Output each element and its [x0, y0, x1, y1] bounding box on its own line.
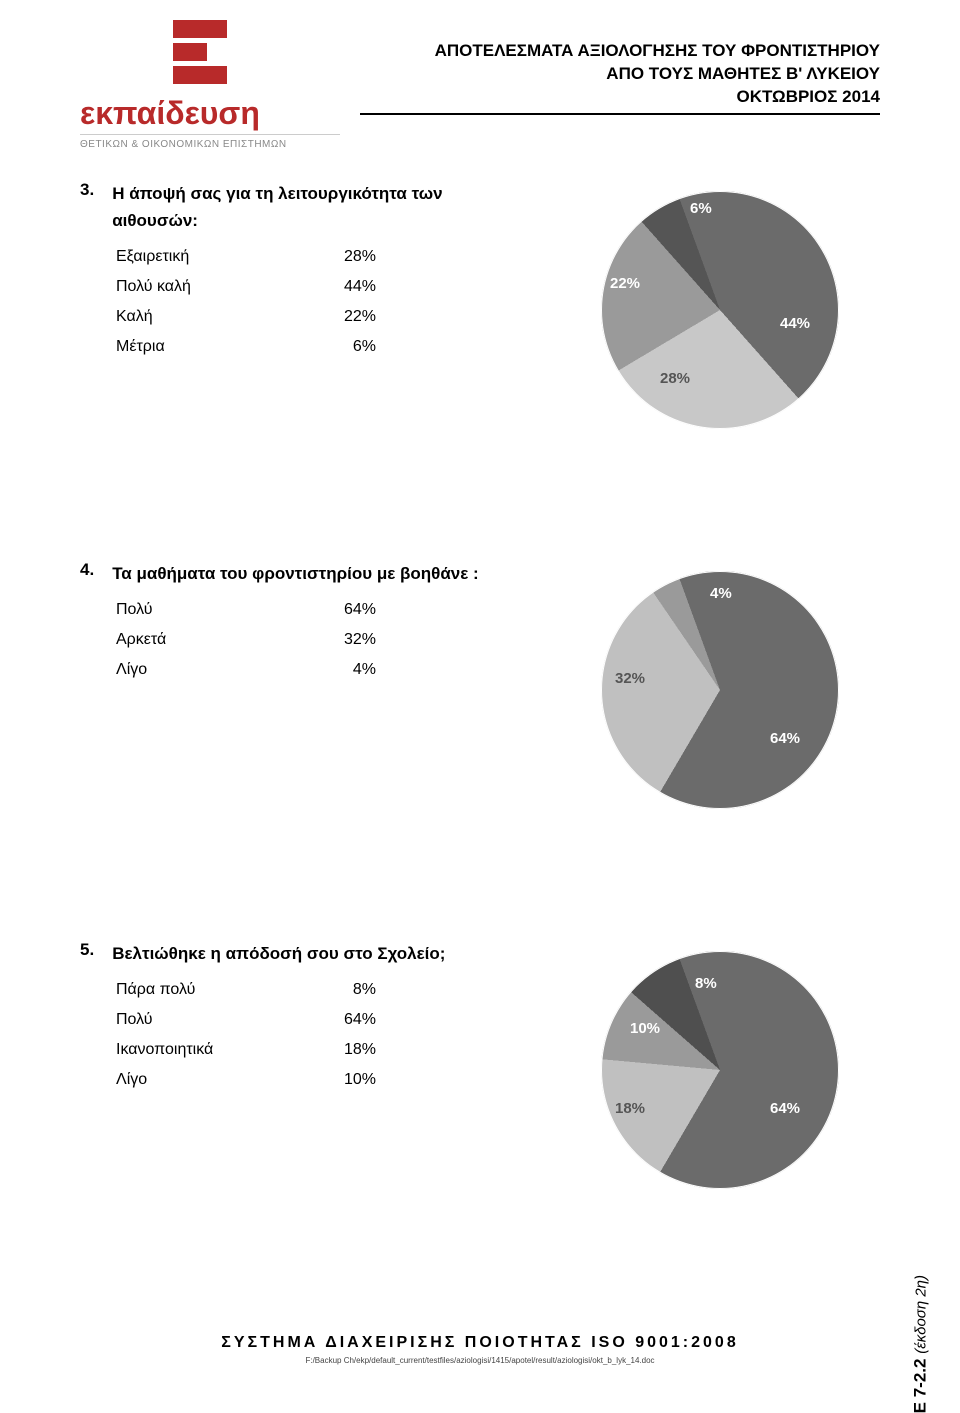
- page-title: ΑΠΟΤΕΛΕΣΜΑΤΑ ΑΞΙΟΛΟΓΗΣΗΣ ΤΟΥ ΦΡΟΝΤΙΣΤΗΡΙ…: [360, 40, 880, 115]
- footer-main: ΣΥΣΤΗΜΑ ΔΙΑΧΕΙΡΙΣΗΣ ΠΟΙΟΤΗΤΑΣ ISO 9001:2…: [0, 1334, 960, 1352]
- question-title: Βελτιώθηκε η απόδοσή σου στο Σχολείο;: [112, 940, 445, 967]
- logo-subtitle: ΘΕΤΙΚΩΝ & ΟΙΚΟΝΟΜΙΚΩΝ ΕΠΙΣΤΗΜΩΝ: [80, 134, 340, 150]
- pie-slice-label: 10%: [630, 1020, 660, 1037]
- pie-slice-label: 22%: [610, 275, 640, 292]
- question-number: 3.: [80, 180, 94, 200]
- option-label: Πολύ καλή: [116, 278, 191, 296]
- pie-slice-label: 32%: [615, 670, 645, 687]
- pie-slice-label: 6%: [690, 200, 712, 217]
- option-value: 10%: [344, 1071, 376, 1089]
- option-row: Πολύ 64%: [116, 1011, 376, 1029]
- footer: ΣΥΣΤΗΜΑ ΔΙΑΧΕΙΡΙΣΗΣ ΠΟΙΟΤΗΤΑΣ ISO 9001:2…: [0, 1334, 960, 1365]
- option-label: Ικανοποιητικά: [116, 1041, 213, 1059]
- logo-block: εκπαίδευση ΘΕΤΙΚΩΝ & ΟΙΚΟΝΟΜΙΚΩΝ ΕΠΙΣΤΗΜ…: [80, 20, 340, 150]
- question-title: Η άποψή σας για τη λειτουργικότητα των α…: [112, 180, 500, 234]
- option-label: Λίγο: [116, 1071, 147, 1089]
- pie-slice-label: 28%: [660, 370, 690, 387]
- option-value: 8%: [353, 981, 376, 999]
- question-section: 4. Τα μαθήματα του φροντιστηρίου με βοηθά…: [80, 560, 880, 820]
- option-value: 44%: [344, 278, 376, 296]
- question-number: 5.: [80, 940, 94, 960]
- pie-slice-label: 18%: [615, 1100, 645, 1117]
- option-row: Μέτρια 6%: [116, 338, 376, 356]
- option-value: 64%: [344, 601, 376, 619]
- question-number: 4.: [80, 560, 94, 580]
- logo-bar-icon: [173, 20, 227, 38]
- option-row: Λίγο 10%: [116, 1071, 376, 1089]
- pie-slice-label: 64%: [770, 1100, 800, 1117]
- option-label: Πολύ: [116, 601, 153, 619]
- option-value: 32%: [344, 631, 376, 649]
- pie-chart: 64% 32% 4%: [560, 560, 880, 820]
- doc-edition: (έκδοση 2η): [912, 1275, 929, 1354]
- option-label: Αρκετά: [116, 631, 166, 649]
- option-row: Λίγο 4%: [116, 661, 376, 679]
- option-label: Λίγο: [116, 661, 147, 679]
- option-row: Πολύ 64%: [116, 601, 376, 619]
- header-line: ΟΚΤΩΒΡΙΟΣ 2014: [360, 86, 880, 109]
- option-label: Πολύ: [116, 1011, 153, 1029]
- option-row: Ικανοποιητικά 18%: [116, 1041, 376, 1059]
- logo-bar-icon: [173, 43, 207, 61]
- header-line: ΑΠΟ ΤΟΥΣ ΜΑΘΗΤΕΣ Β' ΛΥΚΕΙΟΥ: [360, 63, 880, 86]
- logo-bar-icon: [173, 66, 227, 84]
- option-value: 28%: [344, 248, 376, 266]
- option-row: Πάρα πολύ 8%: [116, 981, 376, 999]
- pie-chart: 44% 28% 22% 6%: [560, 180, 880, 440]
- doc-code: Ε 7-2.2: [910, 1359, 929, 1413]
- footer-sub: F:/Backup Ch/ekp/default_current/testfil…: [0, 1356, 960, 1365]
- option-label: Καλή: [116, 308, 153, 326]
- pie-chart: 64% 18% 10% 8%: [560, 940, 880, 1200]
- option-value: 64%: [344, 1011, 376, 1029]
- option-value: 6%: [353, 338, 376, 356]
- logo-text: εκπαίδευση: [80, 95, 340, 132]
- option-value: 4%: [353, 661, 376, 679]
- pie-slice-label: 4%: [710, 585, 732, 602]
- header-line: ΑΠΟΤΕΛΕΣΜΑΤΑ ΑΞΙΟΛΟΓΗΣΗΣ ΤΟΥ ΦΡΟΝΤΙΣΤΗΡΙ…: [360, 40, 880, 63]
- option-value: 22%: [344, 308, 376, 326]
- option-value: 18%: [344, 1041, 376, 1059]
- option-label: Εξαιρετική: [116, 248, 189, 266]
- pie-slice-label: 8%: [695, 975, 717, 992]
- pie-slice-label: 64%: [770, 730, 800, 747]
- option-row: Εξαιρετική 28%: [116, 248, 376, 266]
- question-title: Τα μαθήματα του φροντιστηρίου με βοηθάνε…: [112, 560, 479, 587]
- option-row: Πολύ καλή 44%: [116, 278, 376, 296]
- side-code: Ε 7-2.2 (έκδοση 2η): [910, 1275, 930, 1413]
- option-label: Πάρα πολύ: [116, 981, 195, 999]
- question-section: 3. Η άποψή σας για τη λειτουργικότητα των…: [80, 180, 880, 440]
- option-row: Καλή 22%: [116, 308, 376, 326]
- option-row: Αρκετά 32%: [116, 631, 376, 649]
- option-label: Μέτρια: [116, 338, 165, 356]
- question-section: 5. Βελτιώθηκε η απόδοσή σου στο Σχολείο; Π…: [80, 940, 880, 1200]
- pie-slice-label: 44%: [780, 315, 810, 332]
